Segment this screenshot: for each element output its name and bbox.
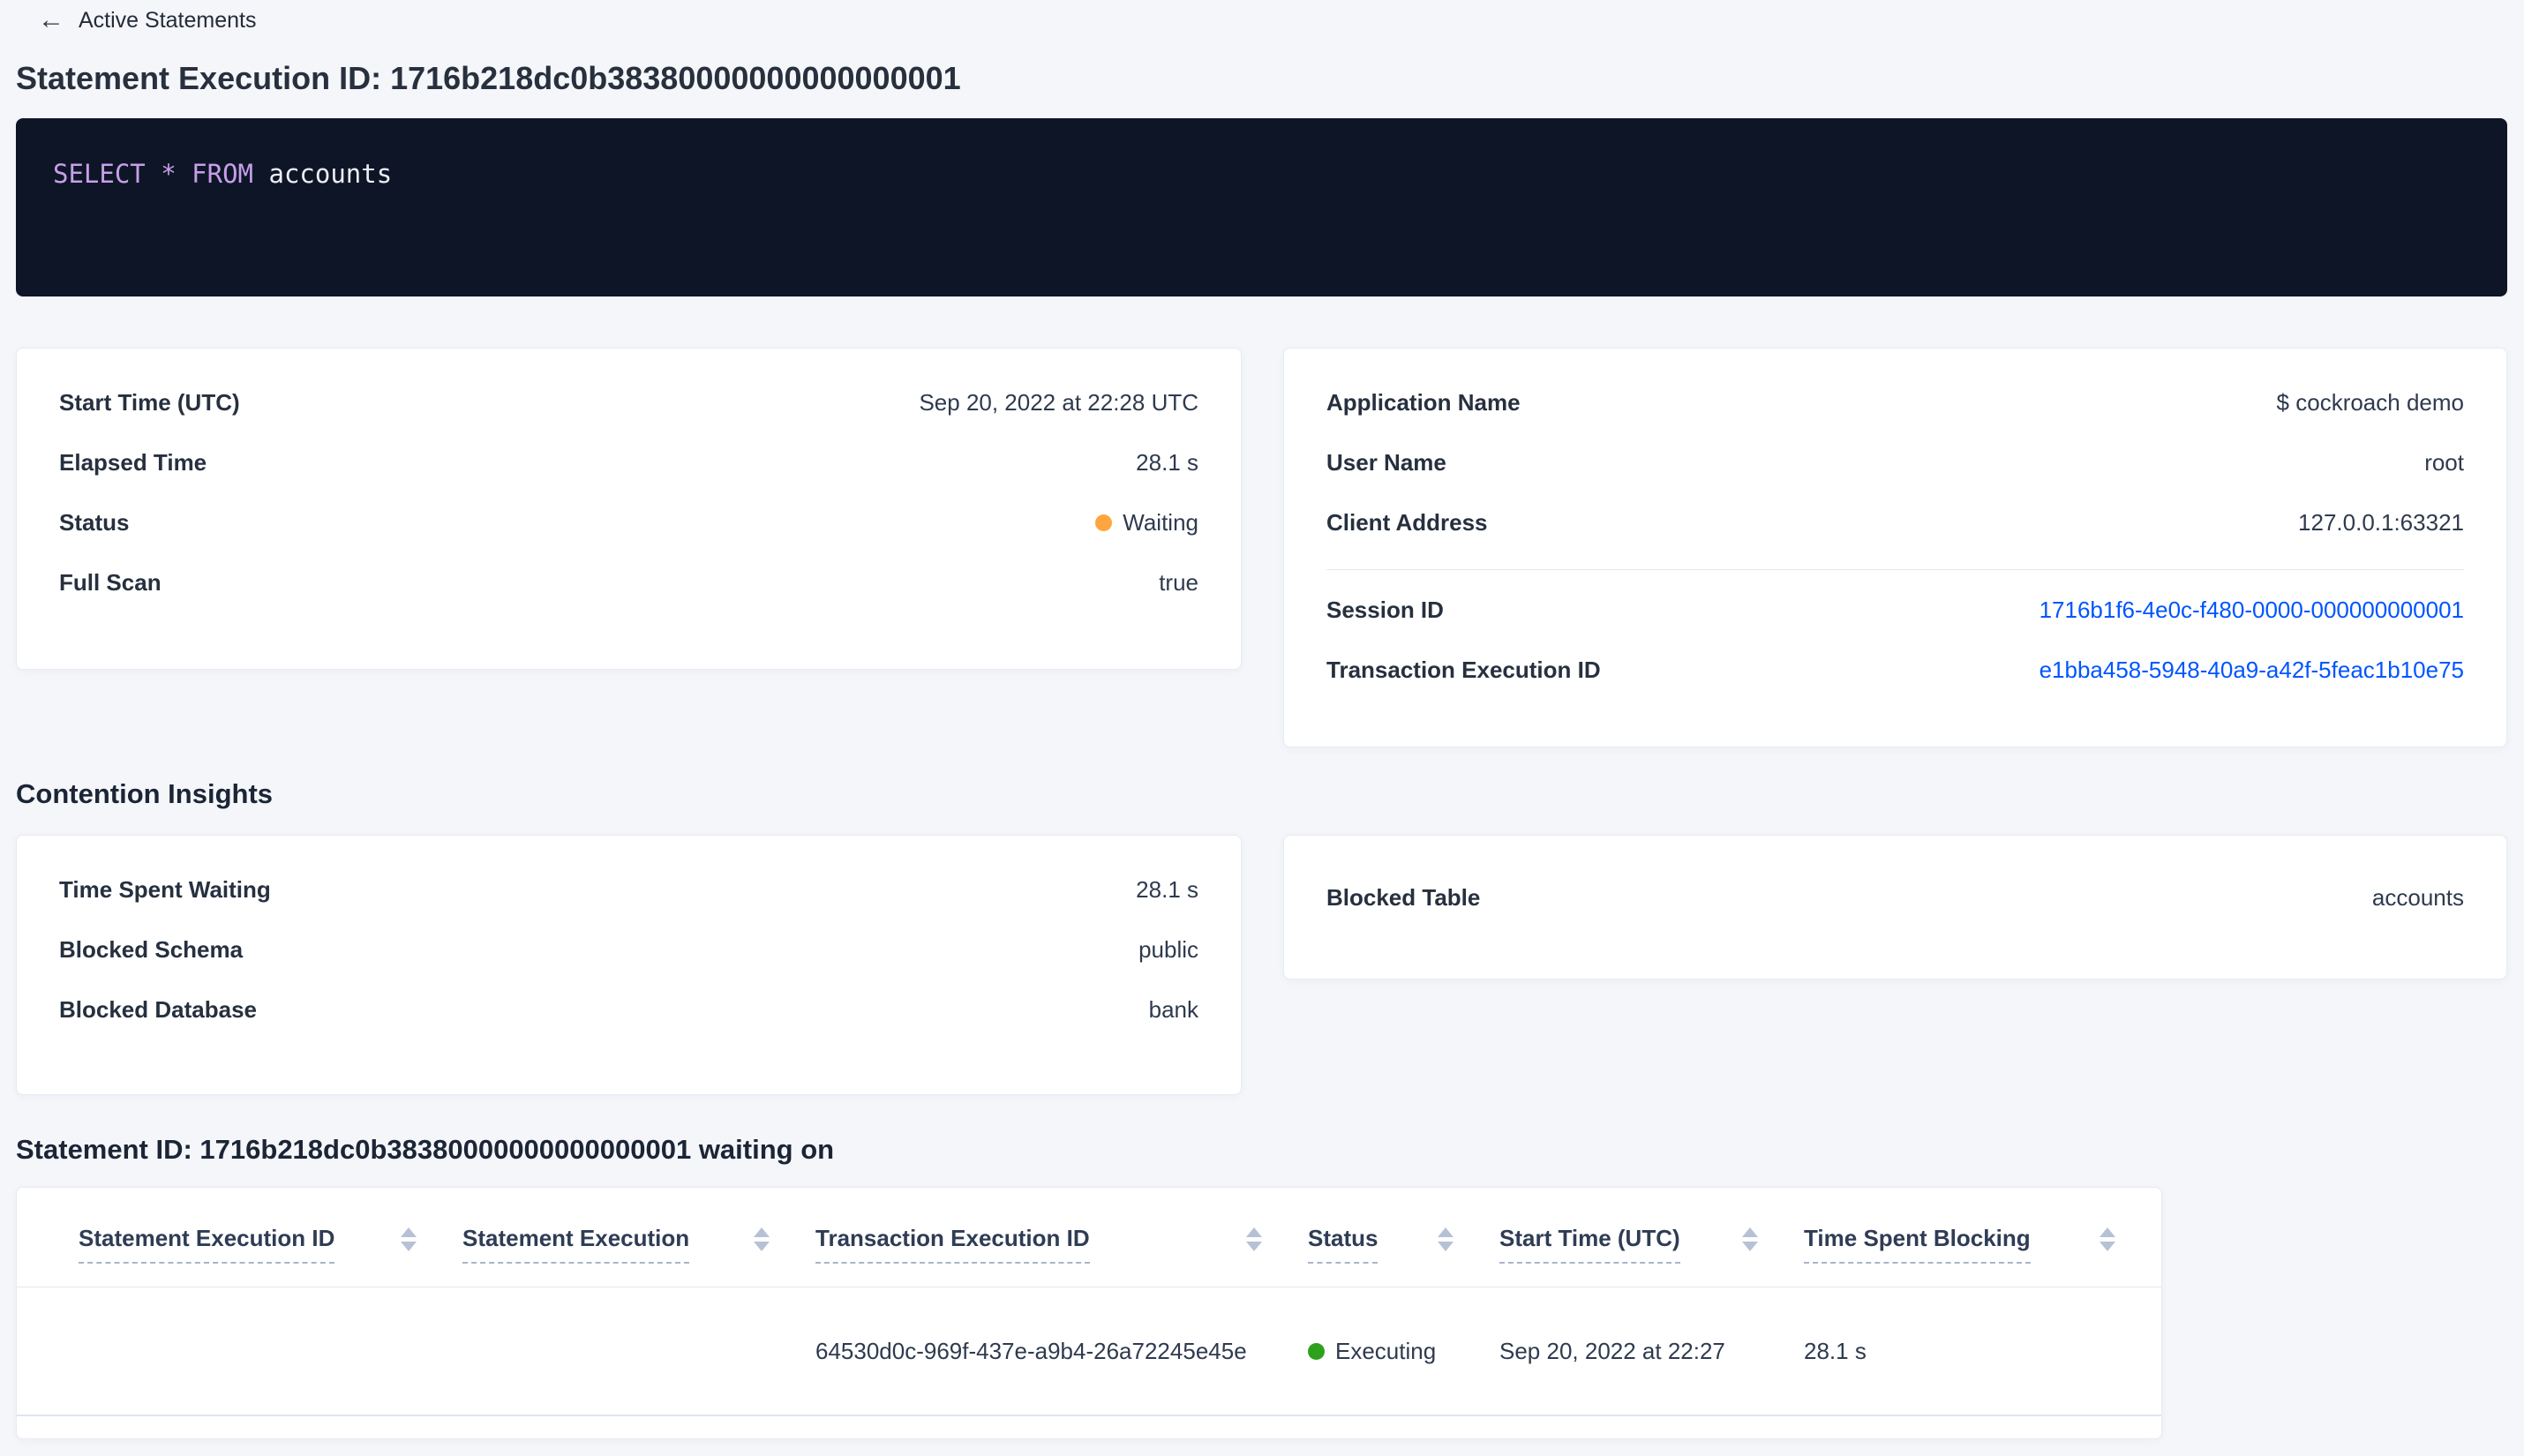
row-label: Full Scan (59, 568, 162, 596)
row-value: 127.0.0.1:63321 (2298, 508, 2464, 536)
column-label: Statement Execution (462, 1225, 690, 1264)
card-divider (1326, 569, 2464, 570)
row-label: User Name (1326, 448, 1446, 476)
sql-statement-box: SELECT * FROM accounts (16, 118, 2507, 296)
table-row: 64530d0c-969f-437e-a9b4-26a72245e45e Exe… (17, 1287, 2161, 1416)
sort-icon (754, 1227, 770, 1251)
sort-icon (401, 1227, 417, 1251)
contention-cards-row: Time Spent Waiting 28.1 s Blocked Schema… (16, 835, 2507, 1095)
summary-cards-row: Start Time (UTC) Sep 20, 2022 at 22:28 U… (16, 348, 2507, 747)
row-label: Start Time (UTC) (59, 388, 240, 416)
column-header-transaction-execution-id[interactable]: Transaction Execution ID (815, 1225, 1308, 1287)
cell-transaction-execution-id: 64530d0c-969f-437e-a9b4-26a72245e45e (815, 1337, 1247, 1364)
row-user-name: User Name root (1326, 449, 2464, 476)
row-label: Blocked Schema (59, 935, 244, 963)
transaction-execution-id-link[interactable]: e1bba458-5948-40a9-a42f-5feac1b10e75 (2039, 656, 2464, 683)
session-id-link[interactable]: 1716b1f6-4e0c-f480-0000-000000000001 (2039, 596, 2464, 623)
row-full-scan: Full Scan true (59, 569, 1198, 596)
waiting-on-heading: Statement ID: 1716b218dc0b38380000000000… (16, 1134, 835, 1165)
row-value: bank (1148, 995, 1198, 1023)
column-label: Status (1308, 1225, 1378, 1264)
status-executing-dot-icon (1308, 1342, 1325, 1360)
row-value: $ cockroach demo (2276, 388, 2464, 416)
column-header-status[interactable]: Status (1308, 1225, 1499, 1287)
row-start-time: Start Time (UTC) Sep 20, 2022 at 22:28 U… (59, 389, 1198, 416)
row-label: Status (59, 508, 130, 536)
sql-star: * (161, 159, 177, 189)
column-header-start-time[interactable]: Start Time (UTC) (1499, 1225, 1804, 1287)
status-text: Waiting (1123, 508, 1198, 536)
sort-icon (2100, 1227, 2115, 1251)
breadcrumb-back-row: ← Active Statements (38, 0, 2507, 34)
row-value: 28.1 s (1136, 448, 1198, 476)
statement-overview-card: Start Time (UTC) Sep 20, 2022 at 22:28 U… (16, 348, 1242, 670)
row-elapsed-time: Elapsed Time 28.1 s (59, 449, 1198, 476)
cell-time-spent-blocking: 28.1 s (1804, 1337, 1867, 1364)
page-title: Statement Execution ID: 1716b218dc0b3838… (16, 60, 961, 96)
sql-keyword-from: FROM (192, 159, 254, 189)
row-client-address: Client Address 127.0.0.1:63321 (1326, 509, 2464, 536)
column-label: Statement Execution ID (79, 1225, 335, 1264)
row-value: Sep 20, 2022 at 22:28 UTC (919, 388, 1198, 416)
status-text: Executing (1335, 1337, 1437, 1364)
cell-start-time: Sep 20, 2022 at 22:27 (1499, 1337, 1725, 1364)
blocked-table-card: Blocked Table accounts (1283, 835, 2507, 979)
column-header-statement-execution-id[interactable]: Statement Execution ID (79, 1225, 462, 1287)
row-time-spent-waiting: Time Spent Waiting 28.1 s (59, 876, 1198, 903)
row-value: public (1138, 935, 1198, 963)
column-header-statement-execution[interactable]: Statement Execution (462, 1225, 815, 1287)
contention-insights-heading: Contention Insights (16, 778, 274, 809)
status-waiting-dot-icon (1095, 514, 1113, 531)
waiting-on-table: Statement Execution ID Statement Executi… (16, 1187, 2162, 1439)
row-value: true (1159, 568, 1198, 596)
row-label: Transaction Execution ID (1326, 656, 1601, 683)
cell-status: Executing (1308, 1338, 1499, 1365)
row-label: Session ID (1326, 596, 1444, 623)
column-label: Time Spent Blocking (1804, 1225, 2031, 1264)
column-label: Start Time (UTC) (1499, 1225, 1680, 1264)
column-header-time-spent-blocking[interactable]: Time Spent Blocking (1804, 1225, 2161, 1287)
row-label: Blocked Table (1326, 883, 1481, 911)
row-label: Application Name (1326, 388, 1521, 416)
status-badge: Waiting (1095, 509, 1198, 537)
sort-icon (1742, 1227, 1758, 1251)
row-transaction-execution-id: Transaction Execution ID e1bba458-5948-4… (1326, 657, 2464, 683)
row-label: Client Address (1326, 508, 1488, 536)
row-blocked-database: Blocked Database bank (59, 996, 1198, 1023)
session-details-card: Application Name $ cockroach demo User N… (1283, 348, 2507, 747)
sort-icon (1438, 1227, 1454, 1251)
row-blocked-schema: Blocked Schema public (59, 936, 1198, 963)
sql-table-name: accounts (268, 159, 393, 189)
row-application-name: Application Name $ cockroach demo (1326, 389, 2464, 416)
row-status: Status Waiting (59, 509, 1198, 536)
row-value: accounts (2371, 883, 2464, 911)
row-session-id: Session ID 1716b1f6-4e0c-f480-0000-00000… (1326, 597, 2464, 623)
back-link-active-statements[interactable]: Active Statements (79, 7, 257, 33)
sql-keyword-select: SELECT (53, 159, 146, 189)
row-value: root (2424, 448, 2464, 476)
row-label: Elapsed Time (59, 448, 207, 476)
row-blocked-table: Blocked Table accounts (1326, 884, 2464, 911)
contention-details-card: Time Spent Waiting 28.1 s Blocked Schema… (16, 835, 1242, 1095)
row-value: 28.1 s (1136, 875, 1198, 903)
row-label: Time Spent Waiting (59, 875, 271, 903)
column-label: Transaction Execution ID (815, 1225, 1090, 1264)
row-label: Blocked Database (59, 995, 257, 1023)
sort-icon (1246, 1227, 1262, 1251)
back-arrow-icon[interactable]: ← (38, 5, 64, 34)
table-header-row: Statement Execution ID Statement Executi… (17, 1188, 2161, 1287)
